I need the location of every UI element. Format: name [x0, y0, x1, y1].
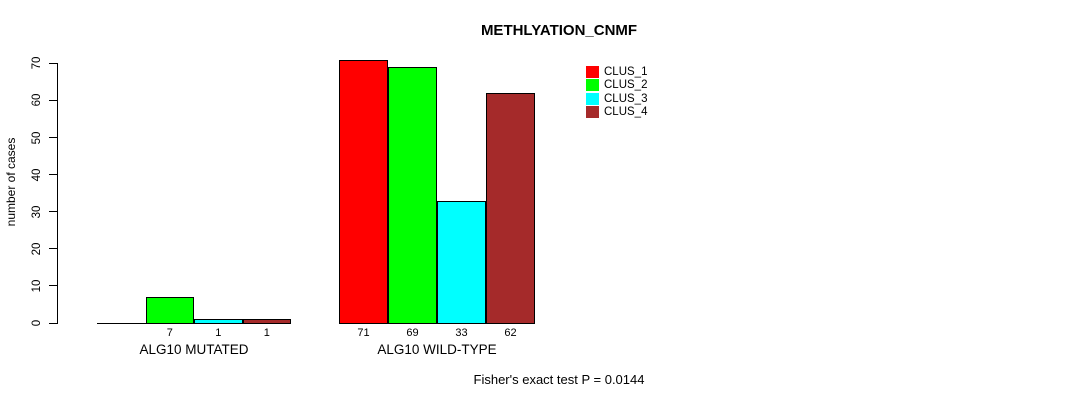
- bar-value-label-clus-3-alg10-mutated: 1: [215, 327, 222, 339]
- y-tick-40: [49, 174, 58, 176]
- y-tick-30: [49, 211, 58, 213]
- y-tick-label-40: 40: [31, 168, 43, 181]
- legend-swatch-clus-2: [586, 79, 599, 92]
- legend-item-clus-2: CLUS_2: [586, 79, 647, 93]
- y-axis-line: [57, 63, 58, 324]
- legend-label-clus-1: CLUS_1: [604, 65, 648, 78]
- y-tick-60: [49, 99, 58, 101]
- bar-value-label-clus-2-alg10-mutated: 7: [166, 327, 173, 339]
- bar-group-alg10-wild-type: [339, 58, 535, 324]
- bar-value-label-clus-4-alg10-mutated: 1: [263, 327, 270, 339]
- legend-label-clus-4: CLUS_4: [604, 106, 648, 119]
- y-tick-0: [49, 322, 58, 324]
- bar-value-label-clus-3-alg10-wild-type: 33: [455, 327, 468, 339]
- y-tick-50: [49, 137, 58, 138]
- legend: CLUS_1 CLUS_2 CLUS_3 CLUS_4: [586, 65, 647, 119]
- legend-label-clus-3: CLUS_3: [604, 92, 648, 105]
- bar-group-alg10-mutated: [97, 58, 291, 324]
- y-tick-70: [49, 62, 58, 64]
- legend-label-clus-2: CLUS_2: [604, 79, 648, 92]
- legend-swatch-clus-3: [586, 92, 599, 105]
- group-label-alg10-wild-type: ALG10 WILD-TYPE: [377, 342, 497, 357]
- y-tick-10: [49, 285, 58, 287]
- bar-clus-1-alg10-wild-type: [339, 60, 388, 323]
- y-tick-label-50: 50: [31, 131, 43, 144]
- y-tick-label-60: 60: [31, 93, 43, 107]
- y-axis-label: number of cases: [4, 137, 18, 227]
- chart-title: METHLYATION_CNMF: [480, 22, 638, 39]
- bar-value-label-clus-4-alg10-wild-type: 62: [504, 327, 517, 339]
- y-tick-label-0: 0: [31, 319, 43, 327]
- y-tick-label-30: 30: [31, 205, 43, 219]
- bar-clus-2-alg10-wild-type: [388, 67, 437, 323]
- legend-swatch-clus-4: [586, 106, 599, 119]
- bar-clus-3-alg10-mutated: [194, 319, 243, 323]
- group-label-alg10-mutated: ALG10 MUTATED: [139, 342, 249, 357]
- stat-annotation: Fisher's exact test P = 0.0144: [473, 372, 645, 387]
- legend-swatch-clus-1: [586, 65, 599, 78]
- legend-item-clus-4: CLUS_4: [586, 106, 647, 120]
- bar-value-label-clus-2-alg10-wild-type: 69: [406, 327, 419, 339]
- bar-clus-4-alg10-wild-type: [486, 93, 535, 323]
- bar-clus-3-alg10-wild-type: [437, 201, 486, 323]
- bar-clus-2-alg10-mutated: [145, 297, 194, 323]
- bar-value-label-clus-1-alg10-wild-type: 71: [357, 327, 370, 339]
- y-tick-label-70: 70: [31, 56, 43, 70]
- legend-item-clus-1: CLUS_1: [586, 65, 647, 79]
- y-tick-20: [49, 248, 58, 250]
- y-tick-label-10: 10: [31, 279, 43, 293]
- legend-item-clus-3: CLUS_3: [586, 92, 647, 106]
- bar-clus-4-alg10-mutated: [242, 319, 291, 323]
- y-tick-label-20: 20: [31, 242, 43, 256]
